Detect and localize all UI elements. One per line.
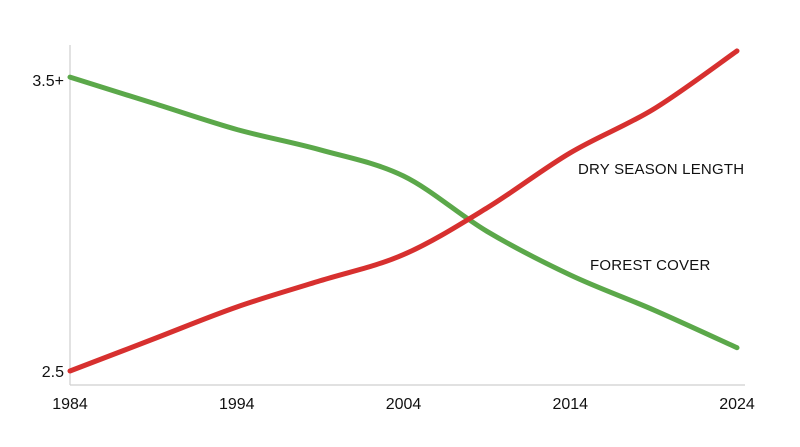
x-tick-label: 2024	[719, 396, 755, 413]
labels-layer: FOREST COVER DRY SEASON LENGTH	[578, 161, 744, 274]
y-tick-label: 2.5	[42, 364, 64, 381]
series-label-forest-cover: FOREST COVER	[590, 257, 710, 274]
series-layer	[67, 48, 740, 374]
x-tick-label: 2004	[386, 396, 422, 413]
series-line-dry-season-length	[67, 48, 740, 374]
series-label-dry-season-length: DRY SEASON LENGTH	[578, 161, 744, 178]
x-tick-label: 2014	[552, 396, 588, 413]
axes: 2.5 3.5+ 1984 1994 2004 2014 2024	[32, 45, 755, 413]
x-tick-label: 1984	[52, 396, 88, 413]
series-line-forest-cover	[67, 74, 740, 351]
x-tick-label: 1994	[219, 396, 255, 413]
y-tick-label: 3.5+	[32, 73, 64, 90]
